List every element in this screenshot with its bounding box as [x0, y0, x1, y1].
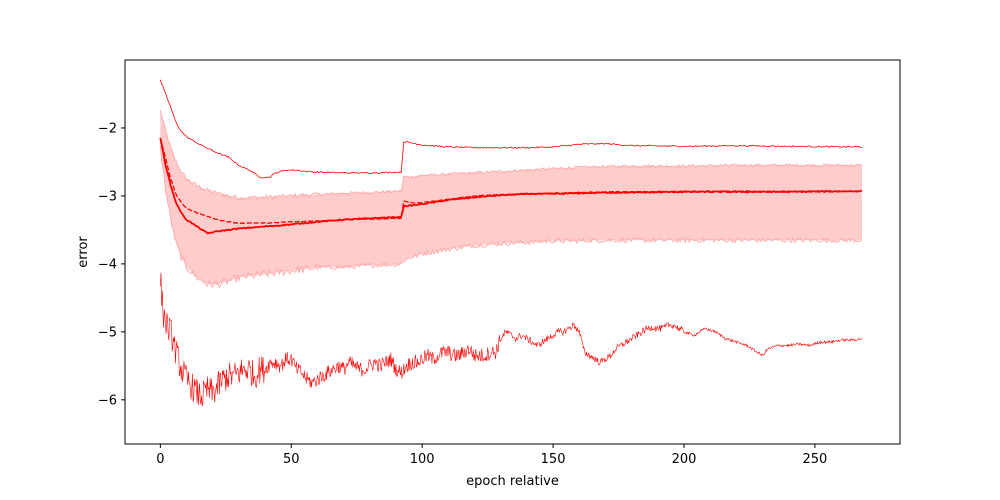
x-tick-label: 0	[156, 452, 164, 467]
band-upper-line	[159, 110, 863, 201]
band-lower-line	[159, 145, 863, 290]
y-tick-label: −3	[98, 189, 117, 204]
x-axis-label: epoch relative	[466, 474, 559, 489]
y-tick-label: −2	[98, 121, 117, 136]
y-tick-label: −5	[98, 325, 117, 340]
min-line	[160, 272, 863, 407]
mean-line	[159, 137, 863, 235]
axes: 0 50 100 150 200 250 −2 −3 −4 −5 −6	[98, 59, 901, 467]
y-tick-label: −6	[98, 393, 117, 408]
x-tick-label: 150	[541, 452, 566, 467]
max-line	[159, 79, 863, 179]
x-tick-label: 50	[283, 452, 300, 467]
y-tick-label: −4	[98, 257, 117, 272]
plot-frame	[124, 59, 901, 445]
x-tick-label: 100	[410, 452, 435, 467]
std-band	[160, 111, 863, 285]
plot-area	[159, 79, 863, 407]
x-tick-label: 200	[672, 452, 697, 467]
x-tick-label: 250	[802, 452, 827, 467]
y-axis-label: error	[76, 236, 91, 268]
